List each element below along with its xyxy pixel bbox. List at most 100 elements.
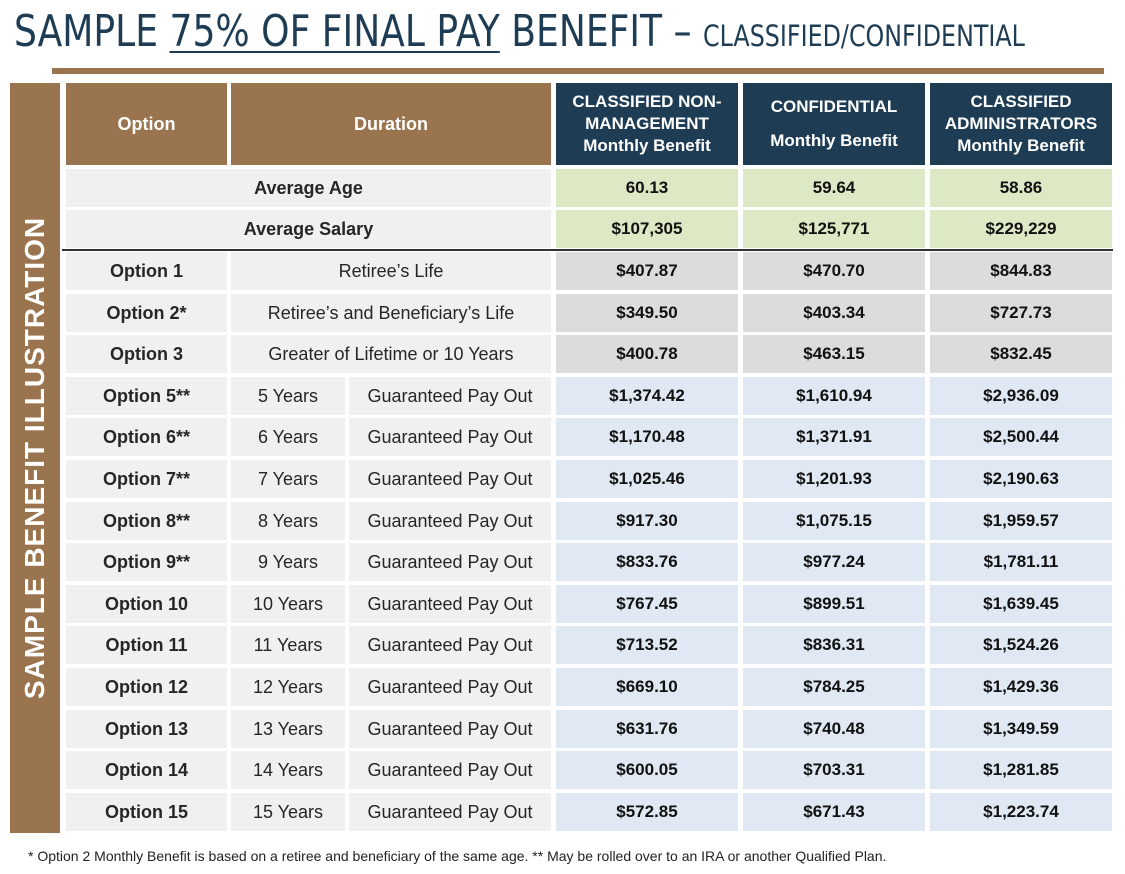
header-classified-non-management: CLASSIFIED NON- MANAGEMENT Monthly Benef… — [556, 83, 738, 165]
benefit-value: $1,429.36 — [930, 668, 1112, 706]
average-value: 59.64 — [743, 169, 925, 207]
header-confidential: CONFIDENTIAL Monthly Benefit — [743, 83, 925, 165]
option-label: Option 13 — [66, 710, 227, 748]
option-label: Option 9** — [66, 543, 227, 581]
guaranteed-label: Guaranteed Pay Out — [349, 377, 551, 415]
benefit-value: $727.73 — [930, 294, 1112, 332]
benefit-value: $407.87 — [556, 252, 738, 290]
benefit-value: $1,374.42 — [556, 377, 738, 415]
benefit-value: $349.50 — [556, 294, 738, 332]
duration-label: Greater of Lifetime or 10 Years — [231, 335, 551, 373]
header-col1-line3: Monthly Benefit — [583, 136, 711, 155]
guaranteed-label: Guaranteed Pay Out — [349, 668, 551, 706]
years-label: 5 Years — [231, 377, 345, 415]
header-col3-line3: Monthly Benefit — [957, 136, 1085, 155]
option-label: Option 15 — [66, 793, 227, 831]
duration-label: Retiree’s and Beneficiary’s Life — [231, 294, 551, 332]
guaranteed-label: Guaranteed Pay Out — [349, 793, 551, 831]
average-label: Average Salary — [66, 210, 551, 248]
option-label: Option 12 — [66, 668, 227, 706]
guaranteed-label: Guaranteed Pay Out — [349, 502, 551, 540]
header-col2-line1: CONFIDENTIAL — [770, 97, 898, 116]
benefit-value: $2,500.44 — [930, 418, 1112, 456]
header-option: Option — [66, 83, 227, 165]
benefit-value: $1,223.74 — [930, 793, 1112, 831]
average-value: 58.86 — [930, 169, 1112, 207]
option-label: Option 8** — [66, 502, 227, 540]
years-label: 10 Years — [231, 585, 345, 623]
benefit-value: $917.30 — [556, 502, 738, 540]
average-value: $229,229 — [930, 210, 1112, 248]
years-label: 9 Years — [231, 543, 345, 581]
option-label: Option 14 — [66, 751, 227, 789]
benefit-value: $572.85 — [556, 793, 738, 831]
benefit-value: $463.15 — [743, 335, 925, 373]
benefit-value: $1,639.45 — [930, 585, 1112, 623]
option-label: Option 10 — [66, 585, 227, 623]
benefit-value: $844.83 — [930, 252, 1112, 290]
benefit-value: $1,371.91 — [743, 418, 925, 456]
guaranteed-label: Guaranteed Pay Out — [349, 543, 551, 581]
page-title: SAMPLE 75% OF FINAL PAY BENEFIT – CLASSI… — [14, 0, 1125, 64]
benefit-value: $1,781.11 — [930, 543, 1112, 581]
benefit-value: $1,281.85 — [930, 751, 1112, 789]
average-value: $107,305 — [556, 210, 738, 248]
guaranteed-label: Guaranteed Pay Out — [349, 585, 551, 623]
years-label: 7 Years — [231, 460, 345, 498]
side-label: SAMPLE BENEFIT ILLUSTRATION — [19, 216, 50, 700]
benefit-value: $1,959.57 — [930, 502, 1112, 540]
benefit-value: $1,170.48 — [556, 418, 738, 456]
header-col1-line2: MANAGEMENT — [585, 114, 709, 133]
title-part1: SAMPLE — [14, 6, 170, 57]
years-label: 8 Years — [231, 502, 345, 540]
benefit-value: $669.10 — [556, 668, 738, 706]
benefit-value: $2,190.63 — [930, 460, 1112, 498]
benefit-value: $1,349.59 — [930, 710, 1112, 748]
benefit-value: $400.78 — [556, 335, 738, 373]
title-rule — [52, 68, 1104, 74]
header-col3-line2: ADMINISTRATORS — [944, 114, 1098, 133]
years-label: 13 Years — [231, 710, 345, 748]
title-underlined: 75% OF FINAL PAY — [169, 6, 500, 57]
benefit-value: $832.45 — [930, 335, 1112, 373]
benefit-value: $671.43 — [743, 793, 925, 831]
option-label: Option 6** — [66, 418, 227, 456]
header-duration: Duration — [231, 83, 551, 165]
benefit-value: $1,075.15 — [743, 502, 925, 540]
years-label: 15 Years — [231, 793, 345, 831]
option-label: Option 2* — [66, 294, 227, 332]
benefit-value: $470.70 — [743, 252, 925, 290]
guaranteed-label: Guaranteed Pay Out — [349, 626, 551, 664]
benefit-value: $631.76 — [556, 710, 738, 748]
duration-label: Retiree’s Life — [231, 252, 551, 290]
header-col3-line1: CLASSIFIED — [970, 92, 1072, 111]
years-label: 11 Years — [231, 626, 345, 664]
benefit-value: $977.24 — [743, 543, 925, 581]
benefit-value: $1,610.94 — [743, 377, 925, 415]
benefit-value: $899.51 — [743, 585, 925, 623]
option-label: Option 3 — [66, 335, 227, 373]
years-label: 6 Years — [231, 418, 345, 456]
benefit-value: $784.25 — [743, 668, 925, 706]
benefit-value: $836.31 — [743, 626, 925, 664]
benefit-value: $2,936.09 — [930, 377, 1112, 415]
average-value: $125,771 — [743, 210, 925, 248]
benefit-value: $1,201.93 — [743, 460, 925, 498]
header-col2-line2: Monthly Benefit — [770, 131, 898, 150]
option-label: Option 5** — [66, 377, 227, 415]
guaranteed-label: Guaranteed Pay Out — [349, 751, 551, 789]
years-label: 14 Years — [231, 751, 345, 789]
average-label: Average Age — [66, 169, 551, 207]
benefit-value: $1,025.46 — [556, 460, 738, 498]
benefit-value: $713.52 — [556, 626, 738, 664]
years-label: 12 Years — [231, 668, 345, 706]
benefit-value: $600.05 — [556, 751, 738, 789]
benefit-value: $703.31 — [743, 751, 925, 789]
header-classified-administrators: CLASSIFIED ADMINISTRATORS Monthly Benefi… — [930, 83, 1112, 165]
title-subtitle: CLASSIFIED/CONFIDENTIAL — [703, 19, 1025, 53]
guaranteed-label: Guaranteed Pay Out — [349, 460, 551, 498]
header-col1-line1: CLASSIFIED NON- — [572, 92, 722, 111]
guaranteed-label: Guaranteed Pay Out — [349, 710, 551, 748]
guaranteed-label: Guaranteed Pay Out — [349, 418, 551, 456]
side-banner — [10, 83, 60, 833]
